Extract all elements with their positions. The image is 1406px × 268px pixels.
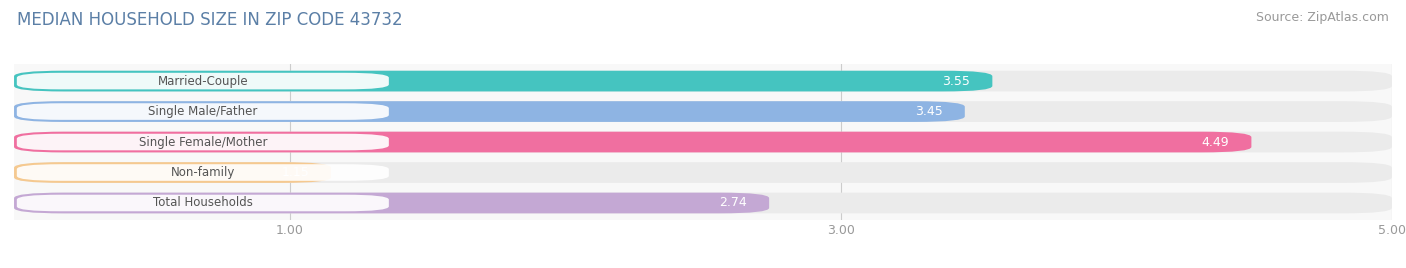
FancyBboxPatch shape [14,132,1251,152]
FancyBboxPatch shape [14,193,769,213]
Text: 2.74: 2.74 [720,196,747,210]
FancyBboxPatch shape [17,103,389,120]
FancyBboxPatch shape [14,71,1392,91]
FancyBboxPatch shape [14,132,1392,152]
Text: Married-Couple: Married-Couple [157,75,247,88]
Text: Single Female/Mother: Single Female/Mother [139,136,267,148]
Text: 4.49: 4.49 [1202,136,1229,148]
Text: Source: ZipAtlas.com: Source: ZipAtlas.com [1256,11,1389,24]
Text: 1.15: 1.15 [281,166,309,179]
Text: MEDIAN HOUSEHOLD SIZE IN ZIP CODE 43732: MEDIAN HOUSEHOLD SIZE IN ZIP CODE 43732 [17,11,402,29]
FancyBboxPatch shape [14,101,1392,122]
FancyBboxPatch shape [14,101,965,122]
FancyBboxPatch shape [17,164,389,181]
Text: Total Households: Total Households [153,196,253,210]
Text: Non-family: Non-family [170,166,235,179]
FancyBboxPatch shape [14,162,1392,183]
FancyBboxPatch shape [17,134,389,150]
FancyBboxPatch shape [14,71,993,91]
FancyBboxPatch shape [17,73,389,89]
Text: 3.55: 3.55 [942,75,970,88]
Text: 3.45: 3.45 [915,105,943,118]
FancyBboxPatch shape [14,162,330,183]
FancyBboxPatch shape [17,195,389,211]
Text: Single Male/Father: Single Male/Father [148,105,257,118]
FancyBboxPatch shape [14,193,1392,213]
